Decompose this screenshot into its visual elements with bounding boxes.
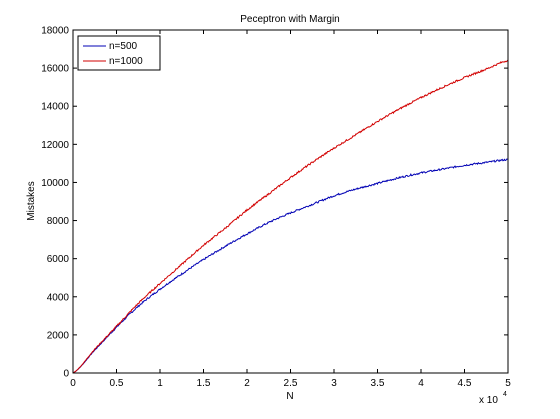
y-tick-label: 16000 xyxy=(41,64,69,75)
x-tick-label: 1 xyxy=(157,378,163,389)
y-tick-label: 18000 xyxy=(41,26,69,37)
x-tick-label: 4.5 xyxy=(458,378,472,389)
chart-title: Peceptron with Margin xyxy=(240,14,340,25)
legend: n=500 n=1000 xyxy=(77,35,161,71)
x-tick-label: 3.5 xyxy=(371,378,385,389)
plot-area-frame xyxy=(72,29,509,374)
series-line-n500 xyxy=(72,158,509,374)
x-tick-label: 4 xyxy=(418,378,424,389)
series-line-n1000 xyxy=(72,59,509,374)
x-tick-label: 3 xyxy=(331,378,337,389)
y-axis-label: Mistakes xyxy=(26,181,37,220)
legend-box xyxy=(77,35,161,71)
x-tick-label: 1.5 xyxy=(197,378,211,389)
legend-label-n500: n=500 xyxy=(109,41,138,52)
x-axis-multiplier-exponent: 4 xyxy=(503,391,507,398)
x-tick-label: 2 xyxy=(244,378,250,389)
y-tick-label: 6000 xyxy=(47,254,70,265)
y-tick-label: 12000 xyxy=(41,140,69,151)
y-axis-ticks: 0 2000 4000 6000 8000 10000 12000 14000 16000 180… xyxy=(41,26,508,380)
x-axis-multiplier: x 10 xyxy=(479,395,498,406)
y-tick-label: 10000 xyxy=(41,178,69,189)
x-tick-label: 0 xyxy=(70,378,76,389)
legend-label-n1000: n=1000 xyxy=(109,56,143,67)
y-tick-label: 14000 xyxy=(41,102,69,113)
x-axis-label: N xyxy=(286,391,293,402)
x-tick-label: 0.5 xyxy=(110,378,124,389)
y-tick-label: 4000 xyxy=(47,292,70,303)
x-tick-label: 2.5 xyxy=(284,378,298,389)
x-tick-label: 5 xyxy=(505,378,511,389)
y-tick-label: 0 xyxy=(63,369,69,380)
y-tick-label: 8000 xyxy=(47,216,70,227)
y-tick-label: 2000 xyxy=(47,330,70,341)
series-layer xyxy=(72,59,509,374)
x-axis-ticks: 0 0.5 1 1.5 2 2.5 3 3.5 4 4.5 5 xyxy=(70,30,511,389)
